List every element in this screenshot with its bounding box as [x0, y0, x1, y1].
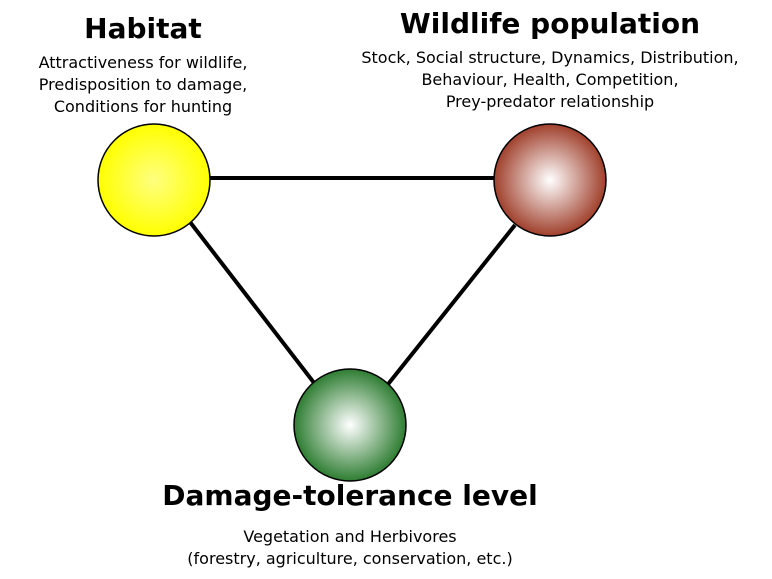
edge [188, 220, 320, 390]
node-title: Wildlife population [400, 7, 700, 40]
node-description: Prey-predator relationship [446, 92, 654, 111]
labels: Habitat Attractiveness for wildlife, Predi… [39, 7, 739, 568]
node-circle [293, 368, 407, 482]
node-description: Behaviour, Health, Competition, [421, 70, 678, 89]
node-title: Damage-tolerance level [162, 479, 537, 512]
node-description: (forestry, agriculture, conservation, et… [187, 549, 512, 568]
node-title: Habitat [84, 12, 202, 45]
node-description: Attractiveness for wildlife, [39, 53, 248, 72]
edges [188, 176, 517, 390]
node-circle [493, 123, 607, 237]
node-description: Vegetation and Herbivores [243, 527, 456, 546]
node-description: Conditions for hunting [54, 97, 232, 116]
node-description: Predisposition to damage, [39, 75, 247, 94]
edge [383, 223, 517, 390]
node-description: Stock, Social structure, Dynamics, Distr… [361, 48, 738, 67]
node-circle [97, 123, 211, 237]
